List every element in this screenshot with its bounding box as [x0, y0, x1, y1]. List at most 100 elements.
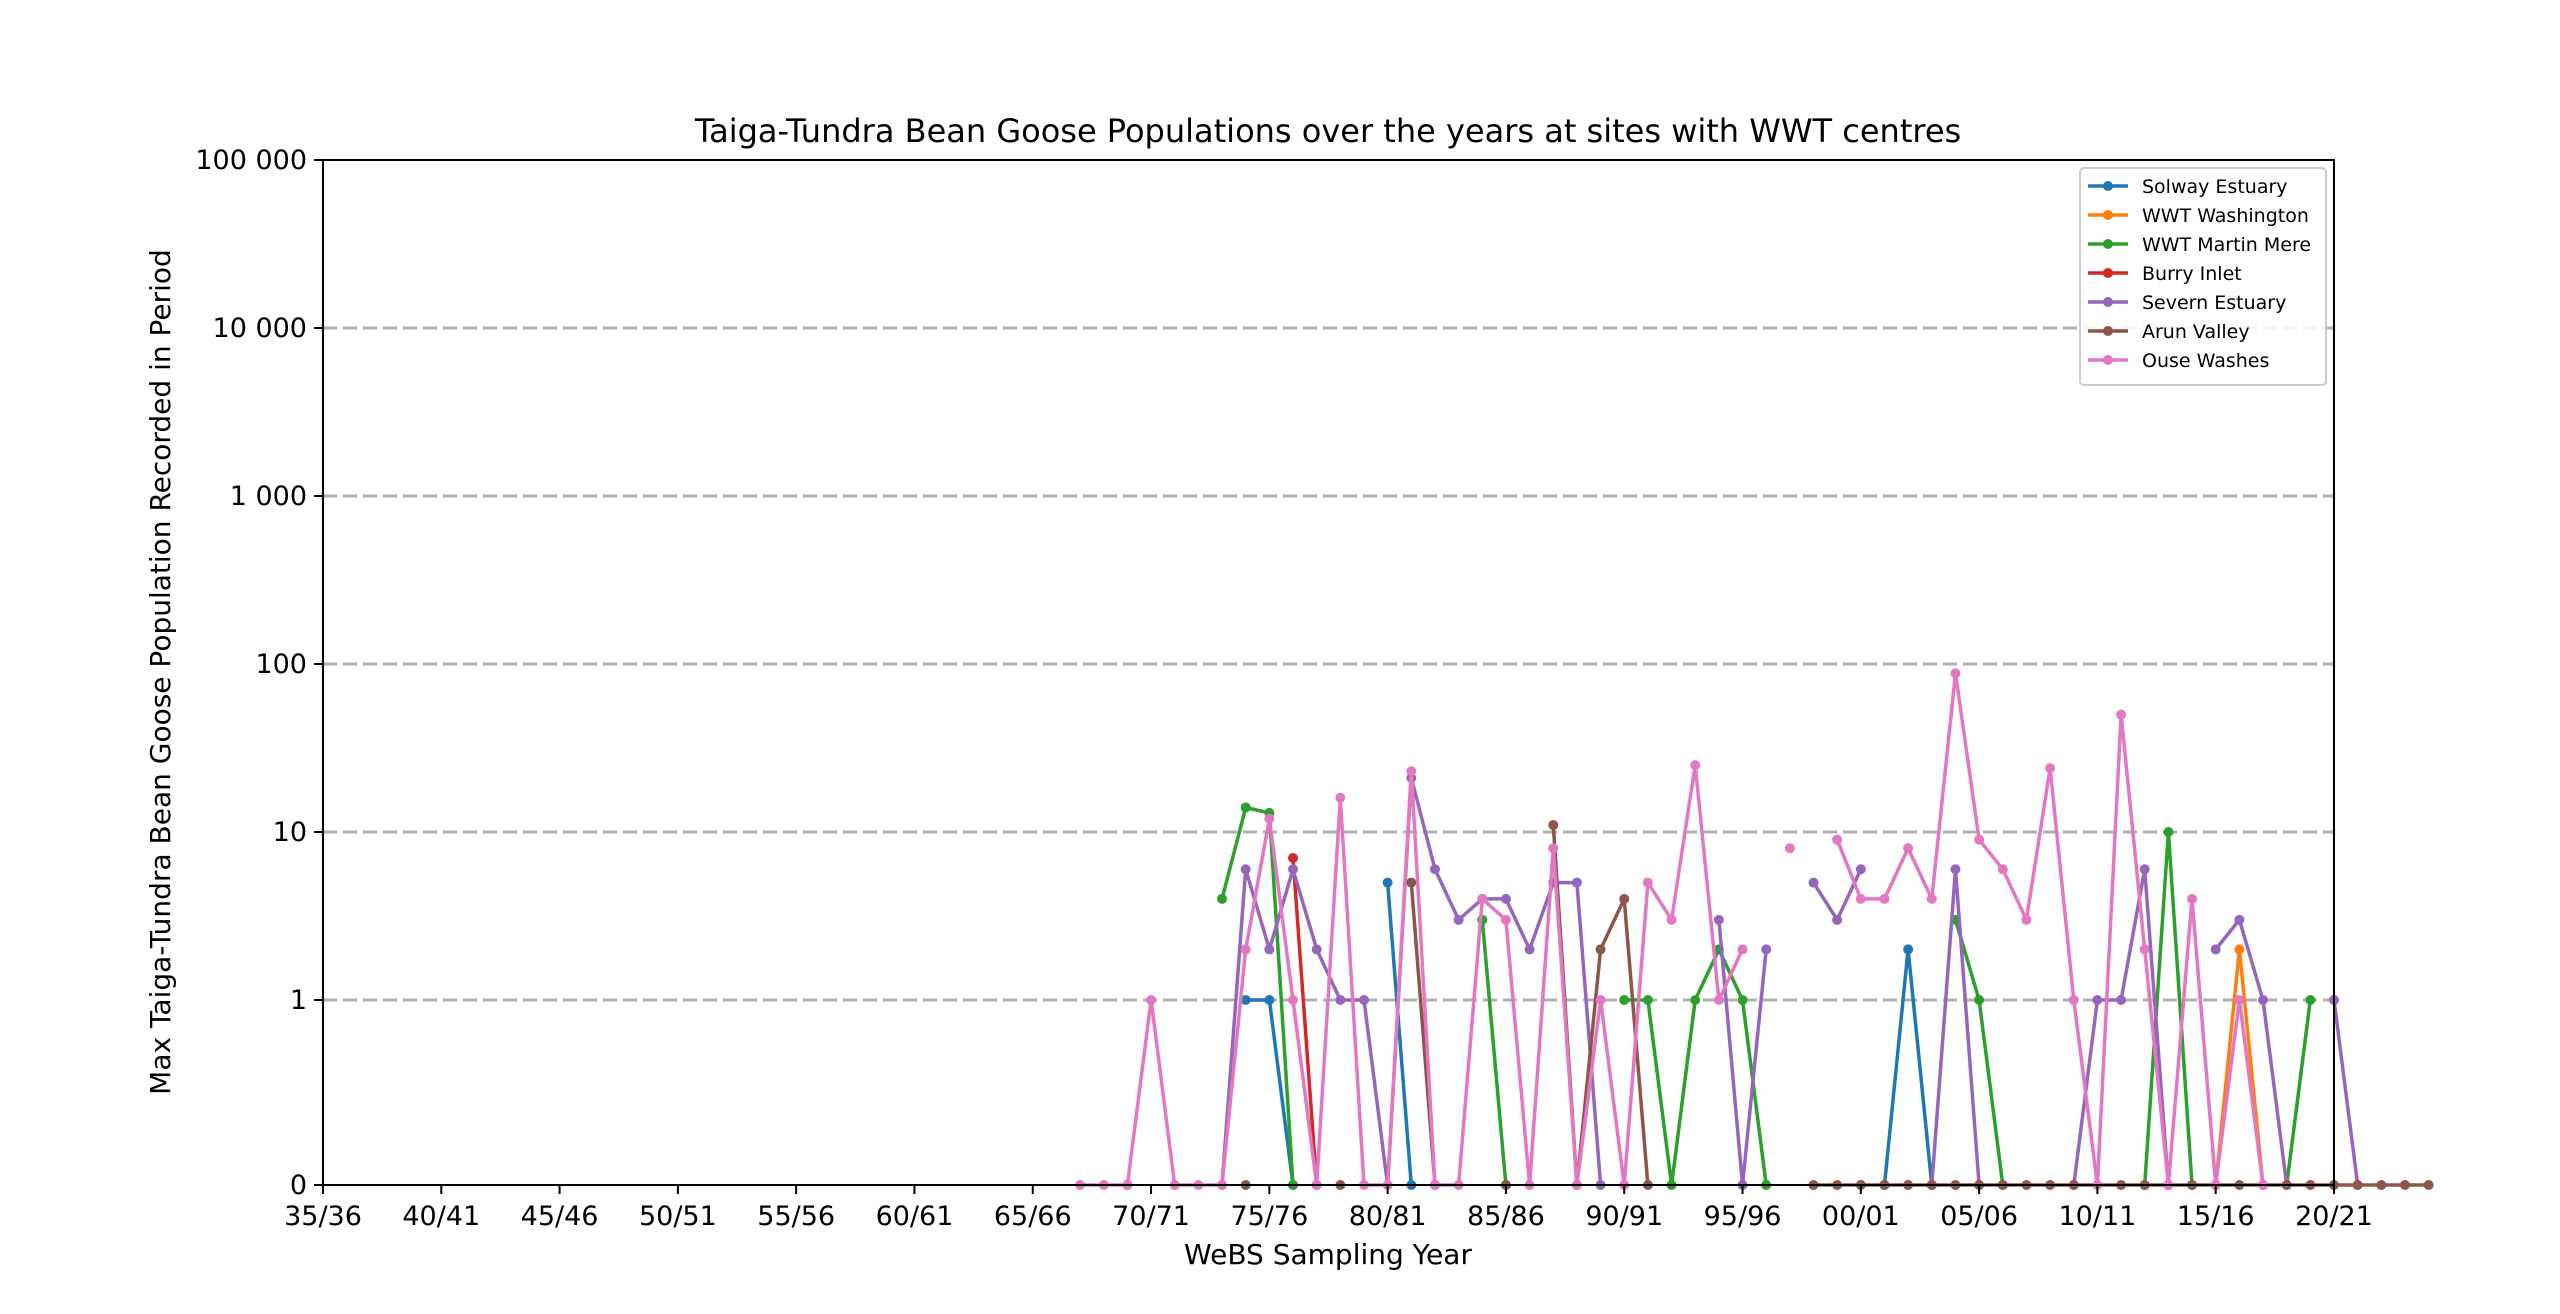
- data-point: [2187, 893, 2198, 904]
- x-tick-label: 70/71: [1112, 1201, 1190, 1232]
- data-point: [2139, 864, 2150, 875]
- legend-label: Severn Estuary: [2142, 292, 2286, 314]
- y-tick-label: 10: [273, 817, 307, 848]
- y-axis: 0 1 10 100 1 000 10 000 100 000: [195, 145, 323, 1201]
- data-point: [2234, 944, 2245, 955]
- data-point: [1713, 995, 1724, 1005]
- x-tick-label: 15/16: [2177, 1201, 2255, 1232]
- legend-item: WWT Washington: [2088, 205, 2309, 227]
- legend-item: Ouse Washes: [2088, 350, 2269, 372]
- data-point: [1288, 995, 1299, 1005]
- legend-item: Arun Valley: [2088, 321, 2250, 343]
- data-point: [2092, 995, 2103, 1005]
- legend-item: Solway Estuary: [2088, 176, 2288, 198]
- x-axis-label: WeBS Sampling Year: [1184, 1238, 1472, 1271]
- data-point: [1571, 877, 1582, 888]
- data-point: [1879, 893, 1890, 904]
- data-point: [1429, 864, 1440, 875]
- data-point: [1619, 893, 1630, 904]
- data-point: [2021, 914, 2032, 925]
- series-line: [2213, 947, 2265, 1186]
- data-point: [1311, 944, 1322, 955]
- data-point: [2376, 1180, 2387, 1190]
- series-line: [2284, 999, 2313, 1186]
- y-axis-label: Max Taiga-Tundra Bean Goose Population R…: [144, 249, 177, 1095]
- data-point: [1690, 995, 1701, 1005]
- x-tick-label: 10/11: [2059, 1201, 2137, 1232]
- data-point: [1737, 944, 1748, 955]
- data-point: [2139, 944, 2150, 955]
- series-line: [2214, 918, 2289, 1186]
- data-point: [2258, 995, 2269, 1005]
- data-point: [1288, 853, 1299, 864]
- x-tick-label: 40/41: [402, 1201, 480, 1232]
- legend-marker: [2103, 355, 2113, 365]
- series-line: [1882, 947, 1934, 1186]
- data-point: [1808, 877, 1819, 888]
- x-tick-label: 50/51: [639, 1201, 717, 1232]
- data-point: [2116, 995, 2127, 1005]
- legend-label: Solway Estuary: [2142, 176, 2288, 198]
- data-point: [1855, 864, 1866, 875]
- legend-label: Arun Valley: [2142, 321, 2250, 343]
- legend-marker: [2103, 181, 2113, 191]
- data-point: [2399, 1180, 2410, 1190]
- legend-marker: [2103, 268, 2113, 278]
- data-point: [2423, 1180, 2434, 1190]
- x-tick-label: 95/96: [1704, 1201, 1782, 1232]
- data-point: [1548, 843, 1559, 854]
- data-point: [1737, 995, 1748, 1005]
- data-point: [1264, 944, 1275, 955]
- data-point: [1832, 834, 1843, 845]
- data-point: [1217, 893, 1228, 904]
- series-layer: [1075, 668, 2434, 1190]
- data-point: [1595, 944, 1606, 955]
- data-point: [1406, 877, 1417, 888]
- data-point: [1595, 995, 1606, 1005]
- data-point: [1500, 914, 1511, 925]
- series-line: [1480, 919, 1508, 1186]
- data-point: [2305, 995, 2316, 1005]
- series-ouse-washes: [1075, 668, 2269, 1190]
- data-point: [2352, 1180, 2363, 1190]
- legend-box: [2079, 167, 2327, 386]
- data-point: [1950, 668, 1961, 679]
- data-point: [1406, 766, 1417, 777]
- data-point: [2068, 995, 2079, 1005]
- data-point: [1997, 864, 2008, 875]
- data-point: [1784, 843, 1795, 854]
- chart-title: Taiga-Tundra Bean Goose Populations over…: [694, 112, 1961, 150]
- series-line: [1220, 805, 1295, 1186]
- x-tick-label: 00/01: [1822, 1201, 1900, 1232]
- data-point: [2045, 763, 2056, 774]
- x-tick-label: 65/66: [994, 1201, 1072, 1232]
- data-point: [2210, 944, 2221, 955]
- data-point: [1548, 820, 1559, 831]
- data-point: [1524, 944, 1535, 955]
- data-point: [1666, 914, 1677, 925]
- data-point: [1500, 893, 1511, 904]
- data-point: [1713, 914, 1724, 925]
- data-point: [1335, 995, 1346, 1005]
- x-tick-label: 55/56: [757, 1201, 835, 1232]
- data-point: [1642, 877, 1653, 888]
- data-point: [1240, 944, 1251, 955]
- legend-item: Severn Estuary: [2088, 292, 2286, 314]
- data-point: [1477, 893, 1488, 904]
- data-point: [1903, 843, 1914, 854]
- legend-label: WWT Martin Mere: [2142, 234, 2311, 256]
- gridlines: [323, 326, 2334, 1002]
- series-line: [1717, 919, 1768, 1187]
- legend-item: WWT Martin Mere: [2088, 234, 2311, 256]
- data-point: [1950, 864, 1961, 875]
- legend-marker: [2103, 239, 2113, 249]
- legend: Solway Estuary WWT Washington WWT Martin M…: [2079, 167, 2327, 386]
- legend-marker: [2103, 297, 2113, 307]
- data-point: [1619, 995, 1630, 1005]
- data-point: [1240, 864, 1251, 875]
- data-point: [1642, 995, 1653, 1005]
- series-severn-estuary: [1217, 772, 2363, 1190]
- data-point: [1690, 760, 1701, 771]
- data-point: [1855, 893, 1866, 904]
